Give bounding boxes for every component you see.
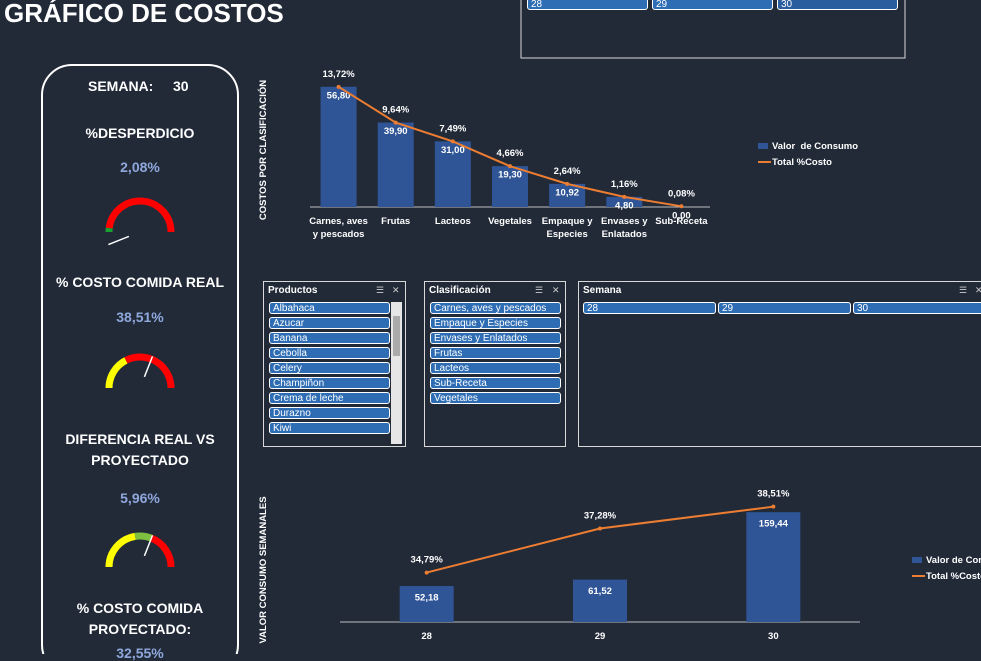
kpi-value: 2,08% <box>42 159 238 175</box>
x-tick-label: 29 <box>570 630 630 643</box>
x-tick-label: Vegetales <box>480 215 540 228</box>
kpi-value: 32,55% <box>42 645 238 661</box>
semana-value: 30 <box>173 76 189 97</box>
kpi-label: % COSTO COMIDA PROYECTADO: <box>62 598 218 640</box>
slicer-item[interactable]: Champiñon <box>269 377 390 389</box>
kpi-value: 5,96% <box>42 490 238 506</box>
slicer: Productos ☰ ✕ Albahaca Azucar Banana Cebolla C… <box>263 281 406 447</box>
slicer-item[interactable]: 30 <box>853 302 981 314</box>
page-title: GRÁFICO DE COSTOS <box>4 0 284 29</box>
slicer-item[interactable]: Kiwi <box>269 422 390 434</box>
semana-label: SEMANA: <box>88 76 153 97</box>
slicer-item[interactable]: Carnes, aves y pescados <box>430 302 561 314</box>
slicer-item[interactable]: Lacteos <box>430 362 561 374</box>
kpi-label: DIFERENCIA REAL VS PROYECTADO <box>62 429 218 471</box>
slicer-item[interactable]: Cebolla <box>269 347 390 359</box>
icon[interactable]: ✕ <box>392 285 400 296</box>
slicer-item[interactable]: Frutas <box>430 347 561 359</box>
slicer-item[interactable]: Albahaca <box>269 302 390 314</box>
kpi-label: % COSTO COMIDA REAL <box>42 272 238 293</box>
slicer-item[interactable]: Crema de leche <box>269 392 390 404</box>
x-tick-label: Sub-Receta <box>651 215 711 228</box>
scrollbar[interactable] <box>391 302 402 444</box>
slicer-item[interactable]: Vegetales <box>430 392 561 404</box>
slicer-title: Clasificación <box>429 285 491 296</box>
slicer-item[interactable]: Celery <box>269 362 390 374</box>
scroll-thumb[interactable] <box>393 316 400 356</box>
slicer-title: Semana <box>583 285 621 296</box>
slicer-item[interactable]: Banana <box>269 332 390 344</box>
x-tick-label: Carnes, aves y pescados <box>309 215 369 241</box>
slicer-item[interactable]: Azucar <box>269 317 390 329</box>
icon[interactable]: ☰ <box>535 285 543 296</box>
x-tick-label: Lacteos <box>423 215 483 228</box>
slicer-item[interactable]: Durazno <box>269 407 390 419</box>
slicer-item[interactable]: 28 <box>583 302 716 314</box>
x-tick-label: 30 <box>743 630 803 643</box>
icon[interactable]: ✕ <box>552 285 560 296</box>
x-tick-label: Envases y Enlatados <box>594 215 654 241</box>
slicer: Clasificación ☰ ✕ Carnes, aves y pescados Em… <box>424 281 566 447</box>
x-tick-label: Empaque y Especies <box>537 215 597 241</box>
icon[interactable]: ☰ <box>376 285 384 296</box>
x-tick-label: 28 <box>397 630 457 643</box>
x-tick-label: Frutas <box>366 215 426 228</box>
kpi-label: %DESPERDICIO <box>42 123 238 144</box>
kpi-value: 38,51% <box>42 309 238 325</box>
slicer-item[interactable]: Empaque y Especies <box>430 317 561 329</box>
icon[interactable]: ✕ <box>975 285 981 296</box>
slicer-item[interactable]: 30 <box>777 0 898 10</box>
slicer-title: Productos <box>268 285 317 296</box>
icon[interactable]: ☰ <box>959 285 967 296</box>
slicer-item[interactable]: Envases y Enlatados <box>430 332 561 344</box>
slicer-item[interactable]: Sub-Receta <box>430 377 561 389</box>
slicer-item[interactable]: 29 <box>652 0 773 10</box>
slicer-item[interactable]: 29 <box>718 302 851 314</box>
slicer-item[interactable]: 28 <box>527 0 648 10</box>
